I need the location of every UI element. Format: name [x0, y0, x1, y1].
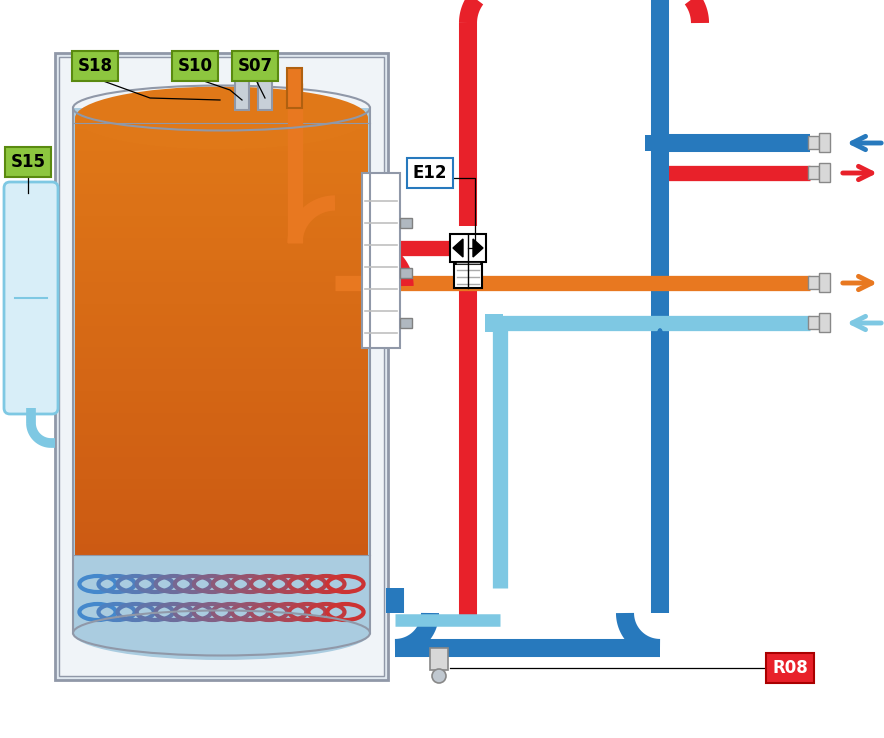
Bar — [75, 184, 368, 195]
Bar — [75, 402, 368, 413]
Ellipse shape — [75, 86, 368, 150]
Bar — [400, 218, 412, 228]
Bar — [400, 318, 412, 328]
Text: S10: S10 — [178, 57, 212, 75]
Text: S15: S15 — [11, 153, 45, 171]
Bar — [75, 325, 368, 337]
Bar — [73, 108, 370, 633]
Bar — [59, 57, 384, 676]
Polygon shape — [473, 239, 483, 257]
Bar — [75, 238, 368, 249]
Bar — [235, 65, 249, 110]
Bar — [75, 369, 368, 380]
Bar — [75, 216, 368, 227]
Bar — [75, 195, 368, 205]
Bar — [75, 314, 368, 325]
Bar — [400, 268, 412, 278]
Bar — [55, 53, 388, 680]
Bar — [75, 478, 368, 489]
Bar — [808, 166, 819, 179]
Bar — [75, 359, 368, 369]
Bar — [362, 173, 400, 348]
Ellipse shape — [73, 606, 370, 660]
Bar — [75, 129, 368, 139]
Bar — [75, 293, 368, 304]
Bar — [75, 139, 368, 151]
Bar — [75, 304, 368, 314]
Ellipse shape — [432, 669, 446, 683]
Bar — [75, 435, 368, 446]
Bar — [75, 260, 368, 271]
Polygon shape — [453, 239, 463, 257]
Bar — [75, 249, 368, 260]
Bar — [819, 163, 830, 182]
Bar — [75, 205, 368, 216]
Text: S18: S18 — [78, 57, 112, 75]
Bar — [75, 489, 368, 500]
Bar — [819, 313, 830, 332]
Bar — [75, 446, 368, 457]
Bar — [75, 523, 368, 533]
Bar — [75, 500, 368, 511]
Bar — [819, 133, 830, 152]
Text: E12: E12 — [413, 164, 447, 182]
Bar — [485, 314, 503, 332]
Bar — [75, 162, 368, 173]
Bar — [808, 316, 819, 329]
Ellipse shape — [256, 56, 274, 68]
Bar — [75, 271, 368, 282]
Ellipse shape — [233, 56, 251, 68]
Bar — [75, 227, 368, 238]
Bar — [819, 273, 830, 292]
Bar — [75, 118, 368, 129]
Bar — [75, 511, 368, 523]
Bar — [454, 264, 482, 288]
Bar — [75, 391, 368, 402]
Bar — [75, 424, 368, 435]
Bar — [75, 151, 368, 162]
Bar — [75, 282, 368, 293]
Text: R08: R08 — [772, 659, 808, 677]
FancyBboxPatch shape — [4, 182, 58, 414]
Bar — [75, 348, 368, 359]
Bar — [645, 135, 660, 151]
Bar — [75, 468, 368, 478]
Bar — [808, 276, 819, 289]
Bar — [75, 173, 368, 184]
Bar — [75, 337, 368, 348]
Bar — [75, 413, 368, 424]
Bar — [808, 136, 819, 149]
Bar — [258, 65, 272, 110]
Bar — [450, 234, 486, 262]
Text: S07: S07 — [238, 57, 272, 75]
Bar — [75, 533, 368, 544]
Bar — [75, 544, 368, 555]
Bar — [75, 457, 368, 468]
Bar — [75, 380, 368, 391]
Bar — [430, 648, 448, 670]
Bar — [287, 68, 302, 108]
